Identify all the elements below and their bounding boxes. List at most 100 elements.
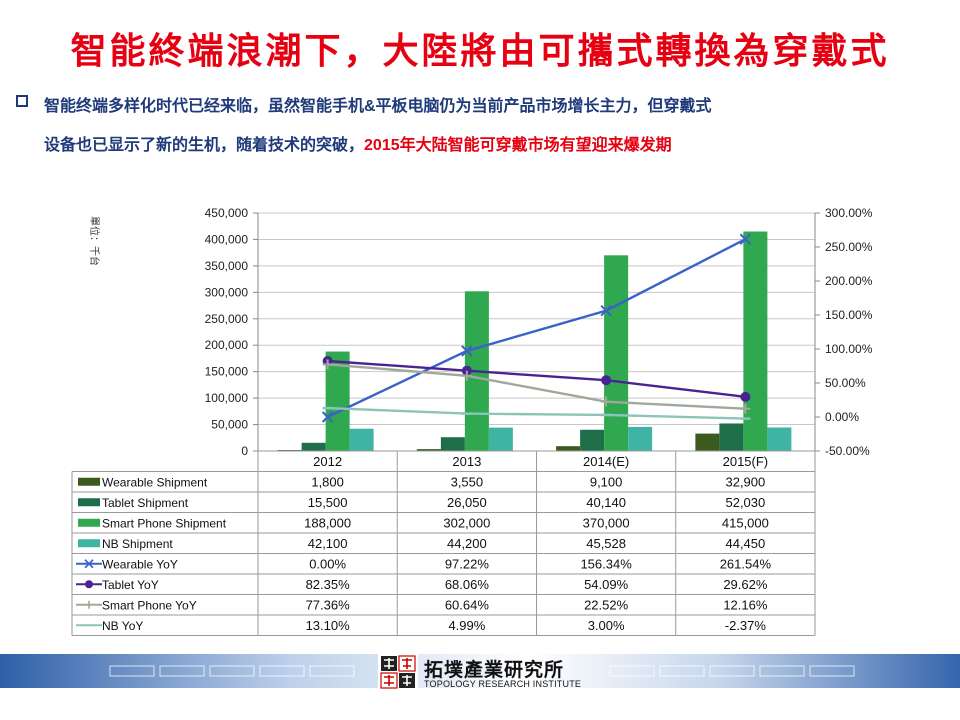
left-axis-tick-label: 100,000: [205, 391, 249, 405]
line-smart-phone-yoy: [327, 363, 746, 410]
legend-marker-wearable-yoy: [84, 559, 94, 569]
right-axis-tick-label: 200.00%: [825, 274, 873, 288]
topology-logo-mark-icon: [378, 654, 418, 690]
bar-nb-shipment: [488, 427, 513, 451]
slide-title: 智能終端浪潮下，大陸將由可攜式轉換為穿戴式: [70, 30, 890, 72]
line-wearable-yoy: [327, 238, 746, 419]
left-axis-unit-label: 單位：千台: [88, 216, 101, 266]
left-axis-tick-label: 350,000: [205, 259, 249, 273]
data-label-wearable-yoy: 261.54%: [720, 556, 772, 571]
legend-label-nb-yoy: NB YoY: [102, 619, 143, 633]
bar-tablet-shipment: [580, 429, 605, 451]
data-label-tablet-shipment: 15,500: [308, 495, 348, 510]
bar-wearable-shipment: [556, 446, 581, 451]
data-label-nb-yoy: 3.00%: [588, 618, 625, 633]
data-label-wearable-shipment: 9,100: [590, 474, 623, 489]
marker-wearable-yoy: [600, 304, 612, 317]
marker-tablet-yoy: [461, 365, 472, 376]
bar-nb-shipment: [628, 426, 653, 451]
data-label-wearable-yoy: 156.34%: [580, 556, 632, 571]
data-label-tablet-shipment: 40,140: [586, 495, 626, 510]
legend-label-nb-shipment: NB Shipment: [102, 537, 173, 551]
marker-tablet-yoy: [740, 391, 751, 402]
left-axis-tick-label: 0: [241, 444, 248, 458]
legend-label-wearable-shipment: Wearable Shipment: [102, 475, 208, 489]
left-axis-tick-label: 400,000: [205, 232, 249, 246]
bar-tablet-shipment: [719, 423, 744, 451]
right-axis-tick-label: 50.00%: [825, 376, 866, 390]
data-label-tablet-yoy: 68.06%: [445, 577, 490, 592]
data-label-nb-shipment: 44,450: [725, 536, 765, 551]
left-axis-tick-label: 250,000: [205, 312, 249, 326]
data-label-smart-phone-shipment: 188,000: [304, 515, 351, 530]
logo-name-en: TOPOLOGY RESEARCH INSTITUTE: [424, 679, 582, 689]
data-label-nb-yoy: -2.37%: [725, 618, 767, 633]
bar-wearable-shipment: [695, 433, 720, 451]
data-label-tablet-shipment: 26,050: [447, 495, 487, 510]
legend-label-smart-phone-shipment: Smart Phone Shipment: [102, 516, 227, 530]
marker-wearable-yoy: [461, 345, 473, 357]
legend-key-wearable-shipment: [78, 477, 100, 486]
legend-marker-smart-phone-yoy: [85, 600, 93, 609]
legend-key-tablet-shipment: [78, 498, 100, 507]
line-tablet-yoy: [327, 359, 746, 399]
x-axis-tick-label: 2013: [452, 454, 481, 469]
data-label-nb-shipment: 44,200: [447, 536, 487, 551]
data-label-smart-phone-yoy: 77.36%: [306, 597, 351, 612]
line-nb-yoy: [327, 406, 746, 420]
bullet-text-line-2: 设备也已显示了新的生机，随着技术的突破，2015年大陆智能可穿戴市场有望迎来爆发…: [44, 131, 672, 155]
legend-label-smart-phone-yoy: Smart Phone YoY: [102, 598, 197, 612]
marker-smart-phone-yoy: [601, 396, 612, 407]
data-label-tablet-shipment: 52,030: [725, 495, 765, 510]
marker-wearable-yoy: [321, 411, 334, 423]
right-axis-tick-label: -50.00%: [825, 444, 870, 458]
bar-nb-shipment: [767, 427, 792, 451]
bar-nb-shipment: [349, 428, 374, 451]
data-label-wearable-yoy: 97.22%: [445, 556, 490, 571]
legend-label-wearable-yoy: Wearable YoY: [102, 557, 178, 571]
right-axis-tick-label: 100.00%: [825, 342, 873, 356]
bar-smart-phone-shipment: [743, 231, 768, 451]
marker-smart-phone-yoy: [322, 359, 333, 370]
legend-key-smart-phone-shipment: [78, 518, 100, 527]
data-label-nb-shipment: 42,100: [308, 536, 348, 551]
data-label-nb-yoy: 4.99%: [448, 618, 485, 633]
bullet-text-line-1: 智能终端多样化时代已经来临，虽然智能手机&平板电脑仍为当前产品市场增长主力，但穿…: [44, 98, 712, 115]
x-axis-tick-label: 2015(F): [723, 454, 769, 469]
left-axis-tick-label: 200,000: [205, 338, 249, 352]
legend-marker-tablet-yoy: [85, 580, 93, 589]
marker-smart-phone-yoy: [461, 370, 472, 381]
data-label-tablet-yoy: 29.62%: [723, 577, 768, 592]
data-label-smart-phone-shipment: 302,000: [443, 515, 490, 530]
logo-name: 拓墣產業研究所: [424, 659, 565, 681]
left-axis-tick-label: 450,000: [205, 206, 249, 220]
x-axis-tick-label: 2012: [313, 454, 342, 469]
data-label-smart-phone-shipment: 370,000: [583, 515, 630, 530]
marker-smart-phone-yoy: [740, 403, 751, 414]
data-label-tablet-yoy: 82.35%: [306, 577, 351, 592]
data-label-tablet-yoy: 54.09%: [584, 577, 629, 592]
bar-tablet-shipment: [440, 437, 465, 451]
bar-tablet-shipment: [301, 442, 326, 451]
right-axis-tick-label: 150.00%: [825, 308, 873, 322]
x-axis-tick-label: 2014(E): [583, 454, 629, 469]
footer-band: [0, 654, 960, 688]
marker-wearable-yoy: [739, 233, 752, 245]
legend-label-tablet-yoy: Tablet YoY: [102, 578, 159, 592]
data-label-smart-phone-shipment: 415,000: [722, 515, 769, 530]
data-label-smart-phone-yoy: 60.64%: [445, 597, 490, 612]
data-label-nb-shipment: 45,528: [586, 536, 626, 551]
bar-smart-phone-shipment: [604, 255, 629, 451]
left-axis-tick-label: 150,000: [205, 365, 249, 379]
marker-tablet-yoy: [601, 375, 612, 386]
legend-label-tablet-shipment: Tablet Shipment: [102, 496, 189, 510]
data-label-nb-yoy: 13.10%: [306, 618, 351, 633]
data-label-wearable-shipment: 1,800: [311, 474, 344, 489]
legend-key-nb-shipment: [78, 539, 100, 548]
bullet-square-icon: [16, 95, 28, 107]
left-axis-tick-label: 300,000: [205, 285, 249, 299]
bar-smart-phone-shipment: [325, 351, 350, 451]
data-label-smart-phone-yoy: 22.52%: [584, 597, 629, 612]
bar-wearable-shipment: [416, 449, 441, 451]
